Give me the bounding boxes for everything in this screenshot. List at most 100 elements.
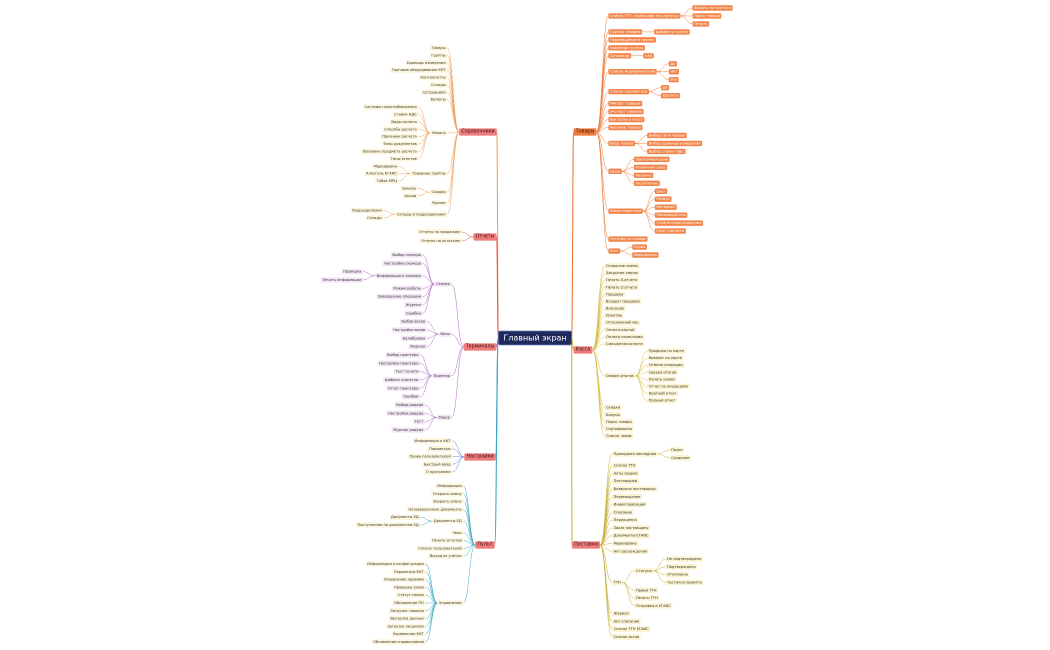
leaf-box xyxy=(392,569,426,575)
leaf-label: Возврат по карте xyxy=(649,356,683,360)
leaf-label: Продажа по карте xyxy=(649,349,685,353)
leaf-box xyxy=(391,631,426,637)
leaf-node: Инвентаризация xyxy=(612,501,647,508)
leaf-node: Подтверждена xyxy=(665,564,698,570)
leaf-node: Обновление ПО xyxy=(392,600,426,606)
leaf-label: Бонусы xyxy=(606,413,620,417)
leaf-node: Статусы xyxy=(634,568,654,574)
connector xyxy=(451,283,464,348)
leaf-node: Перемещение в группу xyxy=(608,37,656,43)
connector xyxy=(635,143,648,152)
leaf-label: Округление xyxy=(635,181,658,185)
leaf-node: Список актов xyxy=(612,634,641,640)
leaf-label: Поиск товара xyxy=(694,14,720,18)
leaf-box xyxy=(612,501,647,508)
connector xyxy=(425,602,438,643)
leaf-node: Акт расхождения xyxy=(612,548,649,554)
leaf-node: Выбор типа товара xyxy=(647,132,687,139)
connector xyxy=(592,349,605,437)
leaf-label: Подразделения xyxy=(352,209,382,213)
leaf-label: Список модификаторов xyxy=(610,70,655,74)
leaf-box xyxy=(416,545,464,552)
leaf-node: Управление xyxy=(437,600,464,606)
leaf-box xyxy=(380,133,419,140)
leaf-label: Тест печати xyxy=(394,370,419,374)
connector xyxy=(463,509,476,546)
leaf-label: Загрузка лицензии xyxy=(387,624,424,628)
leaf-node: Ошибки xyxy=(401,393,421,400)
connector xyxy=(494,337,499,546)
connector xyxy=(653,570,666,583)
leaf-node: Список чеков xyxy=(604,433,634,439)
leaf-label: Не подтверждена xyxy=(667,557,701,561)
leaf-label: Выбор ридера xyxy=(396,403,423,407)
leaf-node: Шаблон этикетки xyxy=(383,377,421,383)
leaf-label: Алкоголь ЕГАИС xyxy=(366,172,397,176)
leaf-box xyxy=(647,376,677,383)
leaf-box xyxy=(604,433,634,439)
leaf-node: Открытие смены xyxy=(604,263,640,269)
leaf-box xyxy=(422,461,453,467)
leaf-node: Незавершенные документы xyxy=(406,506,464,513)
leaf-node: Закрытие смены xyxy=(604,270,640,276)
leaf-box xyxy=(612,533,651,539)
leaf-label: Выбор сканера xyxy=(392,253,421,257)
leaf-label: Списание xyxy=(614,510,633,514)
leaf-node: Выход из учетки xyxy=(428,553,464,559)
leaf-label: Торговое оборудование ККТ xyxy=(391,68,447,72)
leaf-node: Параметры ККТ xyxy=(392,569,426,575)
leaf-node: Возврат продажи xyxy=(604,298,642,305)
leaf-node: Принтер xyxy=(432,373,452,379)
leaf-node: Поиск товара xyxy=(692,13,722,19)
leaf-node: Поступление по документам ЕД xyxy=(355,522,421,528)
leaf-box xyxy=(427,446,453,452)
leaf-box xyxy=(647,132,687,139)
leaf-box xyxy=(372,163,399,169)
leaf-box xyxy=(405,60,448,66)
leaf-box xyxy=(612,486,658,492)
leaf-label: Журнал xyxy=(410,345,425,349)
leaf-node: Печать отчетов xyxy=(430,537,464,544)
leaf-node: Ридер xyxy=(436,414,452,421)
leaf-box xyxy=(604,426,634,432)
branch-label: Отчеты xyxy=(476,234,495,240)
leaf-label: Тест xyxy=(414,420,423,424)
leaf-box xyxy=(604,305,626,312)
leaf-label: Выбор типа товара xyxy=(649,133,685,137)
leaf-box xyxy=(633,156,670,163)
leaf-box xyxy=(604,419,634,425)
connector xyxy=(452,456,465,473)
leaf-box xyxy=(612,626,651,632)
leaf-box xyxy=(404,302,423,308)
leaf-box xyxy=(634,603,673,609)
leaf-box xyxy=(436,414,452,421)
leaf-node: Алкоголь ЕГАИС xyxy=(364,170,399,177)
leaf-label: Выгрузка в кассу xyxy=(610,118,644,122)
leaf-node: Не подтверждена xyxy=(665,556,703,562)
leaf-box xyxy=(654,188,668,194)
leaf-node: Режим работы xyxy=(391,285,423,292)
leaf-node: Тест xyxy=(413,418,425,425)
leaf-node: Списание xyxy=(612,509,634,516)
connector xyxy=(426,321,439,335)
leaf-box xyxy=(608,248,621,254)
leaf-node: Журнал xyxy=(612,610,631,617)
leaf-label: Да xyxy=(663,86,668,90)
leaf-node: Штрихкод xyxy=(608,53,632,59)
leaf-box xyxy=(413,418,425,425)
connector xyxy=(422,275,435,285)
leaf-box xyxy=(604,334,645,340)
connector xyxy=(596,127,609,133)
leaf-label: Список чеков xyxy=(606,434,632,438)
leaf-node: Права пользователей xyxy=(407,453,453,460)
leaf-label: Завершение операции xyxy=(378,295,422,299)
leaf-box xyxy=(612,618,641,625)
connector xyxy=(622,570,635,583)
branch-label: Поставки xyxy=(574,542,598,548)
leaf-box xyxy=(360,148,419,155)
leaf-node: Экспорт товаров xyxy=(608,108,644,115)
leaf-node: Оплата картой xyxy=(604,327,637,333)
leaf-label: Параметры xyxy=(429,447,451,451)
leaf-label: Частично принята xyxy=(667,580,702,584)
